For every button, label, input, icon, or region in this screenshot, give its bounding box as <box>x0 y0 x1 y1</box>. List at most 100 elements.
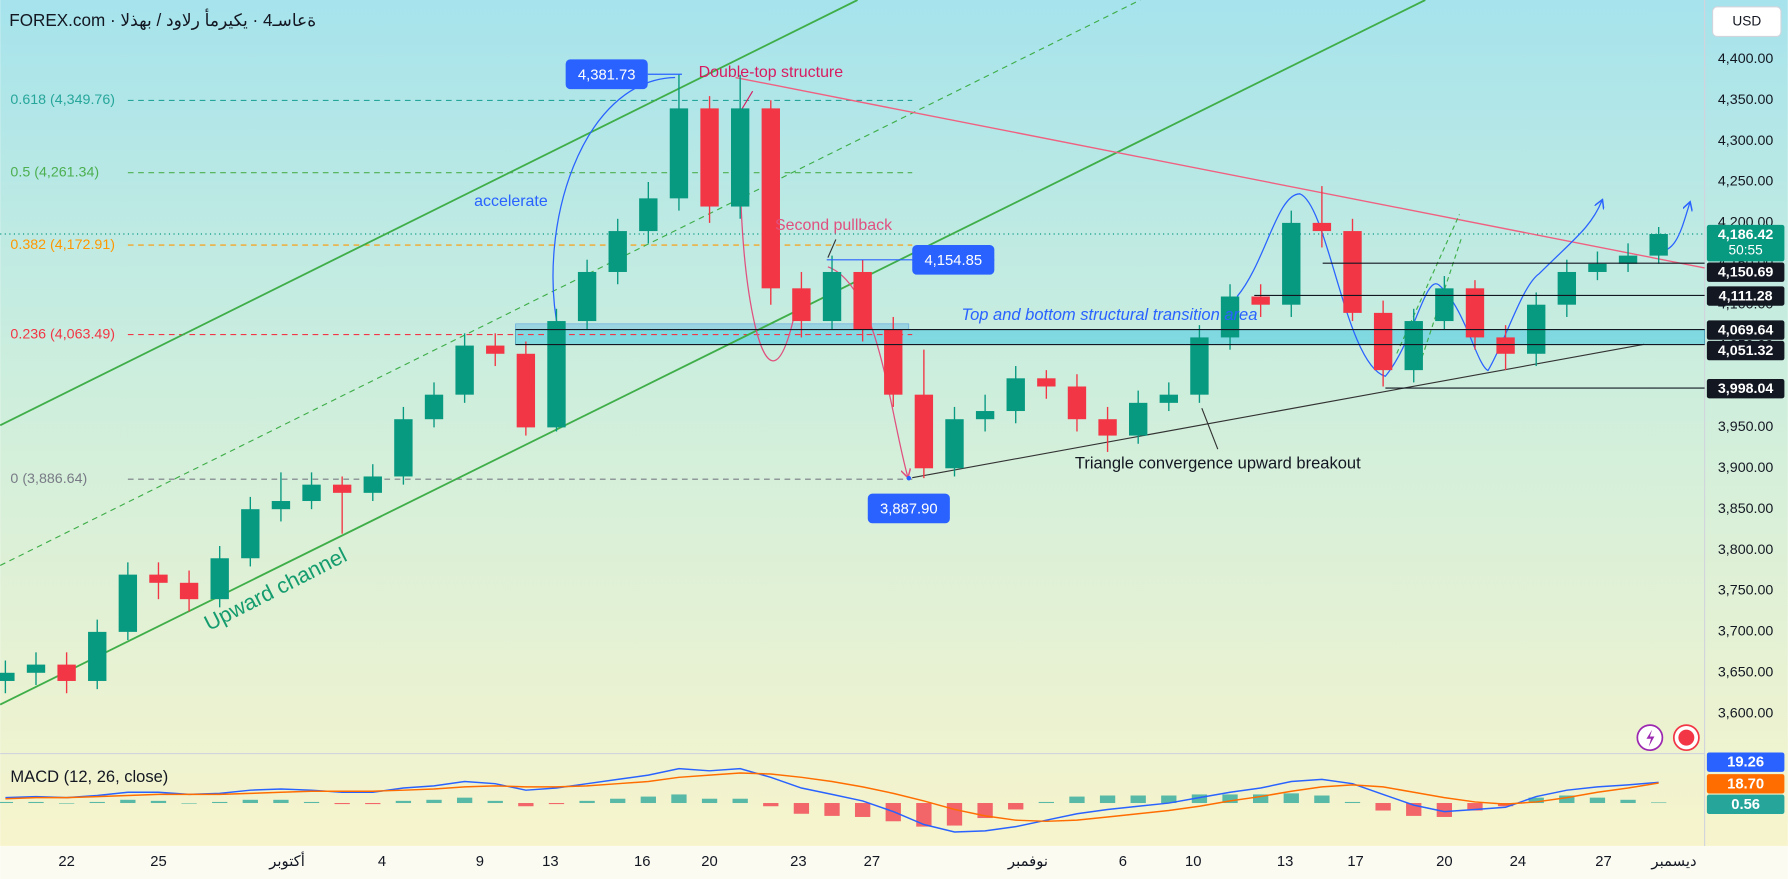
candle-body <box>57 664 76 681</box>
current-price-label: 4,186.42 <box>1718 227 1774 243</box>
x-tick-label: 20 <box>1436 854 1452 870</box>
callout-label: 3,887.90 <box>880 502 938 518</box>
x-tick-label: 6 <box>1119 854 1127 870</box>
candle-body <box>1557 271 1577 305</box>
x-tick-label: نوفمبر <box>1007 854 1048 870</box>
macd-value-label: 0.56 <box>1731 797 1760 813</box>
macd-histogram-bar <box>89 801 105 804</box>
macd-histogram-bar <box>518 803 534 807</box>
candle-body <box>577 271 597 322</box>
countdown-label: 50:55 <box>1729 243 1764 258</box>
x-tick-label: ديسمبر <box>1650 854 1696 870</box>
macd-histogram-bar <box>793 803 810 814</box>
macd-histogram-bar <box>365 803 381 805</box>
macd-histogram-bar <box>1038 801 1054 804</box>
channel-mid <box>0 0 1141 566</box>
macd-value-box <box>1706 774 1785 794</box>
transition-band-left <box>515 323 910 330</box>
callout-box <box>565 59 648 90</box>
macd-histogram-bar <box>916 803 932 827</box>
drop-arrow <box>827 266 908 477</box>
candle-body <box>394 419 413 477</box>
x-tick-label: 16 <box>634 854 650 870</box>
wave-curve <box>1236 193 1602 377</box>
price-level-label: 4,069.64 <box>1718 322 1774 338</box>
candle-body <box>516 353 536 428</box>
candle-body <box>486 345 505 354</box>
macd-histogram-bar <box>824 803 840 816</box>
candle-body <box>1037 378 1056 387</box>
macd-histogram-bar <box>456 797 473 804</box>
candle-body <box>88 631 107 681</box>
candle-body <box>945 419 964 469</box>
annotation: Triangle convergence upward breakout <box>1075 453 1361 472</box>
candle-body <box>1343 231 1362 313</box>
currency-button[interactable] <box>1712 6 1782 38</box>
fib-label: 0.618 (4,349.76) <box>10 92 115 108</box>
macd-histogram-bar <box>181 803 197 804</box>
candle-body <box>332 484 352 493</box>
x-tick-label: 23 <box>790 854 806 870</box>
candle-body <box>730 108 750 207</box>
descending-trendline <box>735 76 1705 269</box>
transition-band <box>515 329 1705 345</box>
macd-histogram-bar <box>212 801 228 804</box>
candle-body <box>547 321 566 428</box>
price-level-box <box>1706 378 1785 399</box>
candle-body <box>363 476 382 493</box>
macd-histogram-bar <box>1191 794 1208 804</box>
macd-histogram-bar <box>1467 803 1483 811</box>
macd-histogram-bar <box>426 799 442 804</box>
macd-value-box <box>1706 794 1785 815</box>
x-tick-label: 25 <box>150 854 166 870</box>
macd-histogram-bar <box>28 801 44 804</box>
macd-histogram-bar <box>1099 795 1116 804</box>
fib-label: 0 (3,886.64) <box>10 471 87 487</box>
y-tick-label: 3,850.00 <box>1718 501 1774 517</box>
macd-histogram-bar <box>610 798 626 804</box>
macd-histogram-bar <box>273 799 289 804</box>
macd-histogram-bar <box>1375 803 1391 811</box>
candle-body <box>1618 255 1638 264</box>
candle-body <box>669 108 689 199</box>
plot-background <box>0 0 1788 846</box>
macd-histogram-bar <box>1528 797 1544 804</box>
macd-histogram-bar <box>640 796 656 804</box>
candle-body <box>1465 288 1485 338</box>
candle-body <box>424 394 444 420</box>
candle-body <box>884 329 903 395</box>
candle-body <box>1159 394 1178 403</box>
macd-value-label: 18.70 <box>1727 776 1764 792</box>
macd-histogram-bar <box>1283 793 1299 804</box>
price-level-label: 3,998.04 <box>1718 381 1774 397</box>
fib-label: 0.5 (4,261.34) <box>10 164 99 180</box>
macd-histogram-bar <box>303 801 320 804</box>
macd-histogram-bar <box>0 801 14 804</box>
callout-label: 4,154.85 <box>924 253 982 269</box>
fib-label: 0.382 (4,172.91) <box>10 237 115 253</box>
callout-point <box>906 475 912 481</box>
price-level-box <box>1706 286 1785 306</box>
candle-body <box>0 672 15 681</box>
candle-body <box>822 271 842 322</box>
time-axis-background <box>0 845 1788 879</box>
candle-body <box>1067 386 1087 420</box>
x-tick-label: 27 <box>1595 854 1611 870</box>
macd-histogram-bar <box>854 803 871 817</box>
macd-histogram-bar <box>395 800 412 804</box>
macd-histogram-bar <box>579 800 595 804</box>
macd-histogram-bar <box>120 799 136 804</box>
callout-label: 4,381.73 <box>578 67 636 83</box>
candle-body <box>1588 263 1607 272</box>
y-tick-label: 3,800.00 <box>1718 542 1774 558</box>
macd-histogram-bar <box>1008 803 1024 810</box>
candle-body <box>271 501 291 510</box>
currency-label[interactable]: USD <box>1732 13 1761 28</box>
x-tick-label: أكتوبر <box>268 851 305 870</box>
callout-box <box>867 493 950 524</box>
candle-body <box>241 509 260 559</box>
candle-body <box>1373 312 1393 371</box>
candle-body <box>914 394 934 469</box>
